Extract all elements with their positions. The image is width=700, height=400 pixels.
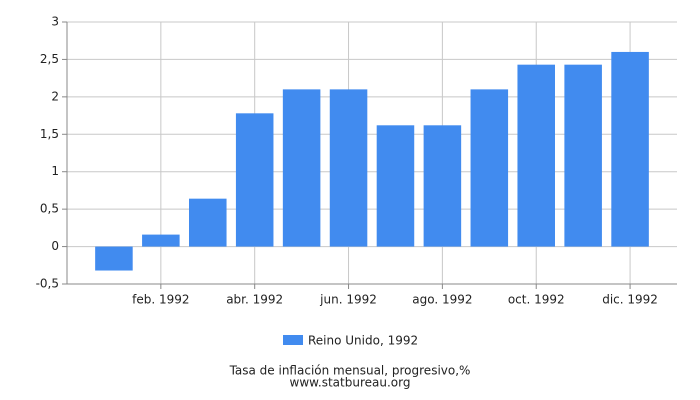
bar (142, 234, 180, 247)
chart-subtitle: www.statbureau.org (290, 376, 411, 390)
legend-label: Reino Unido, 1992 (308, 334, 418, 348)
bar (329, 89, 368, 247)
bar (564, 64, 602, 247)
legend-swatch (283, 335, 303, 345)
x-tick-label: feb. 1992 (132, 293, 189, 307)
x-tick-label: abr. 1992 (226, 293, 283, 307)
y-tick-label: 2 (51, 89, 59, 103)
y-tick-label: 1 (51, 164, 59, 178)
x-tick-label: jun. 1992 (319, 293, 377, 307)
y-tick-label: 0 (51, 239, 59, 253)
x-tick-label: dic. 1992 (602, 293, 658, 307)
bar (423, 125, 462, 247)
x-tick-label: oct. 1992 (508, 293, 565, 307)
bar (189, 198, 227, 247)
bar (376, 125, 415, 247)
y-tick-label: 2,5 (40, 52, 59, 66)
y-tick-label: -0,5 (36, 277, 59, 291)
y-tick-label: 0,5 (40, 202, 59, 216)
bar (282, 89, 321, 247)
bar (95, 246, 133, 271)
y-tick-label: 1,5 (40, 127, 59, 141)
x-tick-label: ago. 1992 (412, 293, 472, 307)
bar (235, 113, 274, 247)
bar (611, 51, 649, 247)
bar (517, 64, 555, 247)
bar (470, 89, 509, 247)
y-tick-label: 3 (51, 15, 59, 29)
chart-title: Tasa de inflación mensual, progresivo,% (229, 364, 471, 378)
